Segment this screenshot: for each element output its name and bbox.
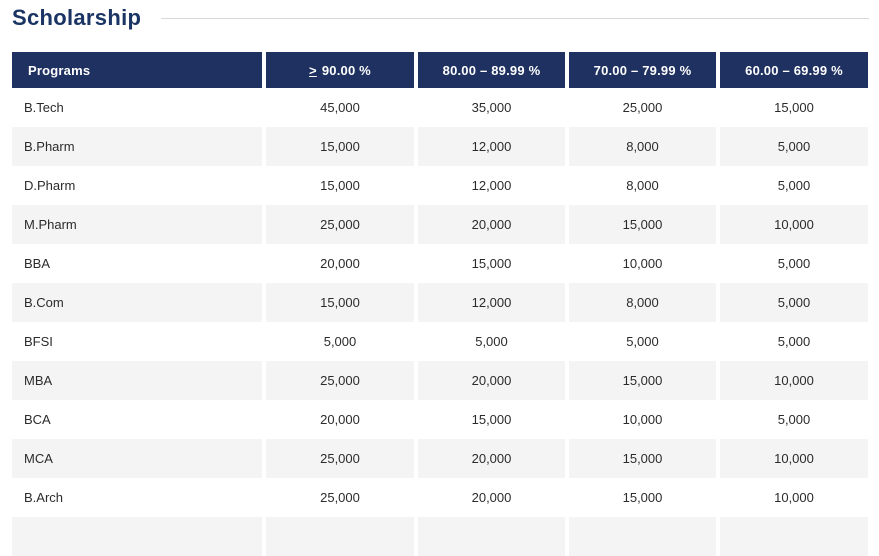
- value-cell: 5,000: [716, 283, 868, 322]
- program-cell: BCA: [12, 400, 262, 439]
- value-cell: 20,000: [414, 478, 565, 517]
- scholarship-table-container: Programs >90.00 % 80.00 – 89.99 % 70.00 …: [12, 52, 868, 556]
- program-cell: [12, 517, 262, 556]
- table-row: D.Pharm 15,000 12,000 8,000 5,000: [12, 166, 868, 205]
- value-cell: 10,000: [716, 205, 868, 244]
- program-cell: D.Pharm: [12, 166, 262, 205]
- value-cell: 5,000: [716, 244, 868, 283]
- value-cell: 5,000: [716, 400, 868, 439]
- value-cell: 10,000: [716, 439, 868, 478]
- column-header-gte-90-label: 90.00 %: [321, 62, 371, 78]
- value-cell: 5,000: [716, 166, 868, 205]
- value-cell: [262, 517, 414, 556]
- value-cell: 25,000: [565, 88, 716, 127]
- value-cell: 20,000: [262, 244, 414, 283]
- value-cell: 25,000: [262, 439, 414, 478]
- value-cell: [565, 517, 716, 556]
- program-cell: M.Pharm: [12, 205, 262, 244]
- value-cell: 8,000: [565, 166, 716, 205]
- value-cell: 15,000: [262, 127, 414, 166]
- value-cell: 5,000: [262, 322, 414, 361]
- value-cell: 12,000: [414, 166, 565, 205]
- value-cell: 15,000: [414, 400, 565, 439]
- program-cell: BBA: [12, 244, 262, 283]
- program-cell: MCA: [12, 439, 262, 478]
- section-header: Scholarship: [12, 4, 869, 32]
- value-cell: 20,000: [414, 205, 565, 244]
- table-row: BBA 20,000 15,000 10,000 5,000: [12, 244, 868, 283]
- program-cell: B.Com: [12, 283, 262, 322]
- column-header-60-69: 60.00 – 69.99 %: [716, 52, 868, 88]
- value-cell: 35,000: [414, 88, 565, 127]
- value-cell: [716, 517, 868, 556]
- value-cell: 5,000: [565, 322, 716, 361]
- value-cell: 15,000: [565, 439, 716, 478]
- program-cell: BFSI: [12, 322, 262, 361]
- value-cell: 10,000: [716, 361, 868, 400]
- table-row-partial: [12, 517, 868, 556]
- table-row: B.Tech 45,000 35,000 25,000 15,000: [12, 88, 868, 127]
- column-header-gte-90: >90.00 %: [262, 52, 414, 88]
- program-cell: B.Tech: [12, 88, 262, 127]
- value-cell: 15,000: [262, 283, 414, 322]
- table-row: MBA 25,000 20,000 15,000 10,000: [12, 361, 868, 400]
- value-cell: 20,000: [414, 439, 565, 478]
- value-cell: 15,000: [262, 166, 414, 205]
- program-cell: MBA: [12, 361, 262, 400]
- table-row: B.Com 15,000 12,000 8,000 5,000: [12, 283, 868, 322]
- column-header-programs: Programs: [12, 52, 262, 88]
- value-cell: 45,000: [262, 88, 414, 127]
- gte-symbol: >: [309, 62, 317, 78]
- column-header-80-89: 80.00 – 89.99 %: [414, 52, 565, 88]
- scholarship-table: Programs >90.00 % 80.00 – 89.99 % 70.00 …: [12, 52, 868, 556]
- value-cell: 12,000: [414, 127, 565, 166]
- value-cell: 12,000: [414, 283, 565, 322]
- value-cell: 20,000: [262, 400, 414, 439]
- title-divider: [161, 17, 869, 19]
- value-cell: 25,000: [262, 361, 414, 400]
- value-cell: 10,000: [565, 400, 716, 439]
- table-row: M.Pharm 25,000 20,000 15,000 10,000: [12, 205, 868, 244]
- value-cell: 25,000: [262, 478, 414, 517]
- value-cell: 8,000: [565, 127, 716, 166]
- value-cell: 10,000: [565, 244, 716, 283]
- value-cell: 5,000: [414, 322, 565, 361]
- column-header-70-79: 70.00 – 79.99 %: [565, 52, 716, 88]
- value-cell: 15,000: [565, 205, 716, 244]
- table-row: B.Arch 25,000 20,000 15,000 10,000: [12, 478, 868, 517]
- value-cell: 10,000: [716, 478, 868, 517]
- value-cell: 15,000: [414, 244, 565, 283]
- page-title: Scholarship: [12, 5, 142, 30]
- value-cell: 15,000: [716, 88, 868, 127]
- value-cell: [414, 517, 565, 556]
- table-row: BCA 20,000 15,000 10,000 5,000: [12, 400, 868, 439]
- value-cell: 8,000: [565, 283, 716, 322]
- table-header-row: Programs >90.00 % 80.00 – 89.99 % 70.00 …: [12, 52, 868, 88]
- program-cell: B.Arch: [12, 478, 262, 517]
- table-row: MCA 25,000 20,000 15,000 10,000: [12, 439, 868, 478]
- table-row: BFSI 5,000 5,000 5,000 5,000: [12, 322, 868, 361]
- table-body: B.Tech 45,000 35,000 25,000 15,000 B.Pha…: [12, 88, 868, 556]
- table-row: B.Pharm 15,000 12,000 8,000 5,000: [12, 127, 868, 166]
- value-cell: 15,000: [565, 361, 716, 400]
- value-cell: 5,000: [716, 127, 868, 166]
- value-cell: 5,000: [716, 322, 868, 361]
- value-cell: 15,000: [565, 478, 716, 517]
- value-cell: 20,000: [414, 361, 565, 400]
- value-cell: 25,000: [262, 205, 414, 244]
- program-cell: B.Pharm: [12, 127, 262, 166]
